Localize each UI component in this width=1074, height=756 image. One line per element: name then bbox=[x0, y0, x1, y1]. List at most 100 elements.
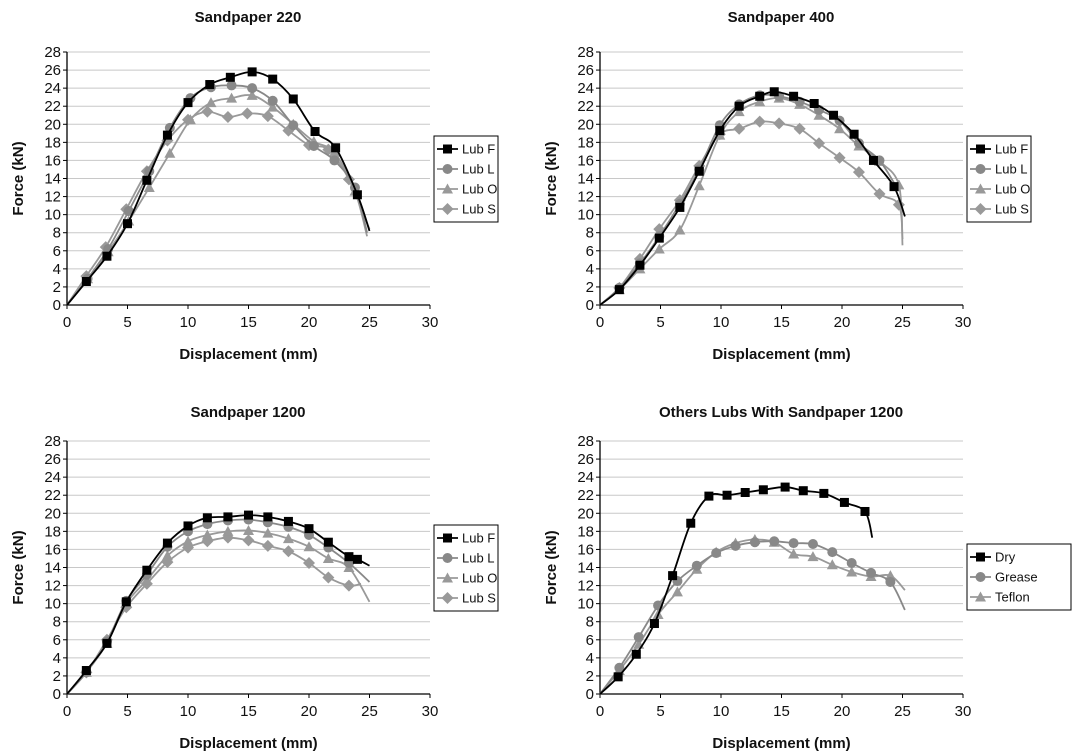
legend-label: Lub L bbox=[995, 162, 1028, 177]
data-point bbox=[654, 233, 664, 243]
x-tick-label: 30 bbox=[422, 703, 439, 720]
data-point bbox=[263, 512, 273, 522]
legend-marker-circle bbox=[975, 572, 986, 582]
y-tick-label: 4 bbox=[586, 650, 594, 667]
y-tick-label: 4 bbox=[586, 261, 594, 278]
x-tick-label: 5 bbox=[123, 314, 131, 331]
chart-title: Others Lubs With Sandpaper 1200 bbox=[659, 404, 903, 421]
data-point bbox=[282, 545, 295, 558]
data-point bbox=[303, 556, 315, 569]
data-point bbox=[769, 87, 779, 97]
data-point bbox=[839, 497, 849, 507]
data-point bbox=[853, 138, 864, 149]
y-tick-label: 28 bbox=[44, 433, 61, 450]
x-axis-label: Displacement (mm) bbox=[179, 735, 317, 752]
data-point bbox=[704, 491, 714, 501]
data-point bbox=[161, 550, 173, 561]
data-point bbox=[247, 83, 258, 94]
y-tick-label: 10 bbox=[44, 596, 61, 613]
data-point bbox=[793, 122, 806, 135]
data-point bbox=[730, 540, 741, 551]
legend-label: Lub S bbox=[462, 202, 496, 217]
x-tick-label: 25 bbox=[361, 703, 378, 720]
data-point bbox=[754, 96, 766, 107]
data-point bbox=[262, 527, 274, 538]
legend-label: Lub O bbox=[462, 571, 497, 586]
legend-label: Lub S bbox=[462, 591, 496, 606]
y-tick-label: 18 bbox=[577, 134, 594, 151]
x-tick-label: 20 bbox=[301, 314, 318, 331]
legend-label: Lub F bbox=[462, 142, 495, 157]
data-point bbox=[183, 98, 193, 108]
legend-marker-triangle bbox=[975, 591, 986, 602]
x-tick-label: 15 bbox=[773, 314, 790, 331]
y-tick-label: 24 bbox=[44, 469, 61, 486]
data-point bbox=[81, 666, 91, 676]
y-tick-label: 28 bbox=[44, 44, 61, 61]
legend-marker-triangle bbox=[442, 183, 453, 194]
data-point bbox=[268, 74, 278, 84]
data-point bbox=[826, 559, 838, 570]
x-axis-label: Displacement (mm) bbox=[712, 346, 850, 363]
legend-label: Lub S bbox=[995, 202, 1029, 217]
data-point bbox=[773, 117, 786, 130]
series-line-lub-o bbox=[599, 97, 904, 306]
x-tick-label: 15 bbox=[773, 703, 790, 720]
data-point bbox=[164, 147, 176, 158]
x-tick-label: 10 bbox=[713, 314, 730, 331]
y-tick-label: 22 bbox=[577, 98, 594, 115]
data-point bbox=[102, 638, 112, 648]
data-point bbox=[243, 524, 254, 535]
data-point bbox=[244, 510, 253, 520]
data-point bbox=[267, 101, 279, 112]
y-tick-label: 2 bbox=[53, 668, 61, 685]
x-tick-label: 30 bbox=[955, 314, 972, 331]
x-axis-label: Displacement (mm) bbox=[712, 735, 850, 752]
data-point bbox=[283, 516, 293, 526]
y-tick-label: 28 bbox=[577, 44, 594, 61]
data-point bbox=[671, 586, 683, 597]
data-point bbox=[788, 548, 800, 559]
data-point bbox=[653, 243, 665, 254]
data-point bbox=[807, 539, 818, 550]
data-point bbox=[303, 541, 315, 552]
data-point bbox=[202, 513, 212, 523]
y-tick-label: 16 bbox=[44, 541, 61, 558]
data-point bbox=[769, 536, 780, 547]
legend-label: Lub L bbox=[462, 162, 495, 177]
legend-label: Lub O bbox=[995, 182, 1030, 197]
data-point bbox=[182, 535, 194, 546]
legend-marker-circle bbox=[975, 164, 986, 174]
y-tick-label: 6 bbox=[53, 632, 61, 649]
data-point bbox=[635, 260, 645, 270]
data-point bbox=[691, 560, 702, 571]
y-tick-label: 10 bbox=[44, 207, 61, 224]
y-tick-label: 20 bbox=[577, 505, 594, 522]
y-tick-label: 16 bbox=[577, 541, 594, 558]
series-line-lub-l bbox=[66, 84, 368, 306]
y-tick-label: 28 bbox=[577, 433, 594, 450]
data-point bbox=[201, 529, 213, 540]
data-point bbox=[344, 552, 354, 562]
y-tick-label: 6 bbox=[53, 243, 61, 260]
legend-label: Teflon bbox=[995, 590, 1030, 605]
y-tick-label: 18 bbox=[577, 523, 594, 540]
data-point bbox=[885, 576, 896, 587]
data-point bbox=[123, 219, 132, 229]
data-point bbox=[693, 180, 705, 191]
data-point bbox=[142, 565, 152, 575]
y-tick-label: 10 bbox=[577, 596, 594, 613]
y-tick-label: 0 bbox=[53, 297, 61, 314]
legend-marker-square bbox=[976, 552, 985, 562]
x-tick-label: 25 bbox=[361, 314, 378, 331]
data-point bbox=[686, 518, 696, 528]
y-tick-label: 12 bbox=[44, 189, 61, 206]
x-tick-label: 20 bbox=[834, 703, 851, 720]
x-tick-label: 15 bbox=[240, 314, 257, 331]
x-tick-label: 30 bbox=[955, 703, 972, 720]
series-line-lub-s bbox=[66, 110, 371, 306]
y-tick-label: 0 bbox=[586, 297, 594, 314]
